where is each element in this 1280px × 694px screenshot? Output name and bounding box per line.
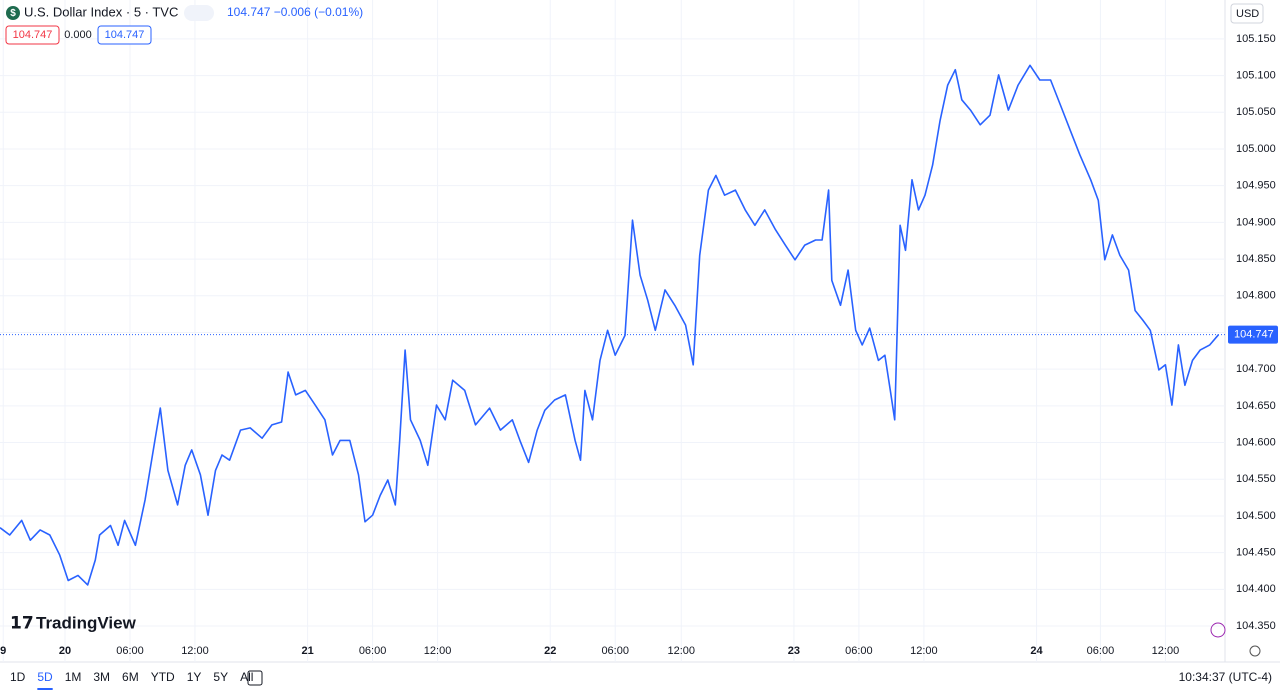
y-tick-label: 104.850: [1236, 253, 1276, 265]
x-tick-label: 06:00: [601, 645, 629, 657]
y-tick-label: 104.500: [1236, 510, 1276, 522]
range-button[interactable]: 5D: [37, 670, 53, 684]
legend-value: 0.000: [64, 29, 92, 41]
legend-box: [5, 25, 60, 45]
brand-mark: 𝟭𝟳: [10, 613, 34, 632]
x-tick-label: 23: [788, 645, 800, 657]
chart-title: U.S. Dollar Index · 5 · TVC: [24, 4, 178, 19]
clock: 10:34:37 (UTC-4): [1179, 670, 1272, 684]
legend-value: 104.747: [105, 29, 145, 41]
range-button[interactable]: YTD: [151, 670, 175, 684]
y-tick-label: 104.700: [1236, 363, 1276, 375]
y-tick-label: 105.100: [1236, 70, 1276, 82]
compare-icon[interactable]: [247, 670, 263, 686]
symbol-icon-text: $: [10, 8, 16, 19]
x-tick-label: 06:00: [845, 645, 873, 657]
y-tick-label: 105.000: [1236, 143, 1276, 155]
range-button[interactable]: 6M: [122, 670, 139, 684]
x-tick-label: 20: [59, 645, 71, 657]
x-tick-label: 06:00: [359, 645, 387, 657]
y-tick-label: 104.650: [1236, 400, 1276, 412]
symbol-icon: [6, 6, 20, 20]
y-tick-label: 104.550: [1236, 473, 1276, 485]
x-tick-label: 24: [1030, 645, 1043, 657]
x-tick-label: 06:00: [1087, 645, 1115, 657]
range-button[interactable]: 1Y: [187, 670, 202, 684]
x-tick-label: 12:00: [910, 645, 938, 657]
settings-icon[interactable]: [1249, 645, 1261, 657]
y-tick-label: 104.950: [1236, 180, 1276, 192]
y-tick-label: 104.350: [1236, 620, 1276, 632]
x-tick-label: 21: [301, 645, 313, 657]
y-tick-label: 105.150: [1236, 33, 1276, 45]
range-button[interactable]: 1M: [65, 670, 82, 684]
x-tick-label: 9: [0, 645, 6, 657]
header-quote: 104.747 −0.006 (−0.01%): [227, 5, 363, 19]
legend-box: [97, 25, 152, 45]
x-tick-label: 06:00: [116, 645, 144, 657]
status-pill: [184, 5, 214, 21]
range-button[interactable]: 1D: [10, 670, 26, 684]
legend-value: 104.747: [13, 29, 53, 41]
y-tick-label: 104.400: [1236, 583, 1276, 595]
x-tick-label: 12:00: [181, 645, 209, 657]
brand-logo: TradingView: [36, 613, 137, 632]
y-tick-label: 104.800: [1236, 290, 1276, 302]
currency-label[interactable]: USD: [1236, 8, 1259, 20]
last-price-tag: [1228, 325, 1278, 344]
currency-button[interactable]: [1230, 3, 1264, 24]
range-button[interactable]: 3M: [93, 670, 110, 684]
y-tick-label: 105.050: [1236, 106, 1276, 118]
x-tick-label: 22: [544, 645, 556, 657]
y-tick-label: 104.450: [1236, 547, 1276, 559]
y-tick-label: 104.900: [1236, 216, 1276, 228]
last-price-label: 104.747: [1234, 329, 1274, 341]
price-line: [0, 64, 1220, 586]
x-tick-label: 12:00: [668, 645, 696, 657]
x-tick-label: 12:00: [424, 645, 452, 657]
flash-icon[interactable]: [1210, 622, 1226, 638]
range-button[interactable]: 5Y: [213, 670, 228, 684]
x-tick-label: 12:00: [1152, 645, 1180, 657]
range-button[interactable]: All: [240, 670, 253, 684]
y-tick-label: 104.600: [1236, 436, 1276, 448]
